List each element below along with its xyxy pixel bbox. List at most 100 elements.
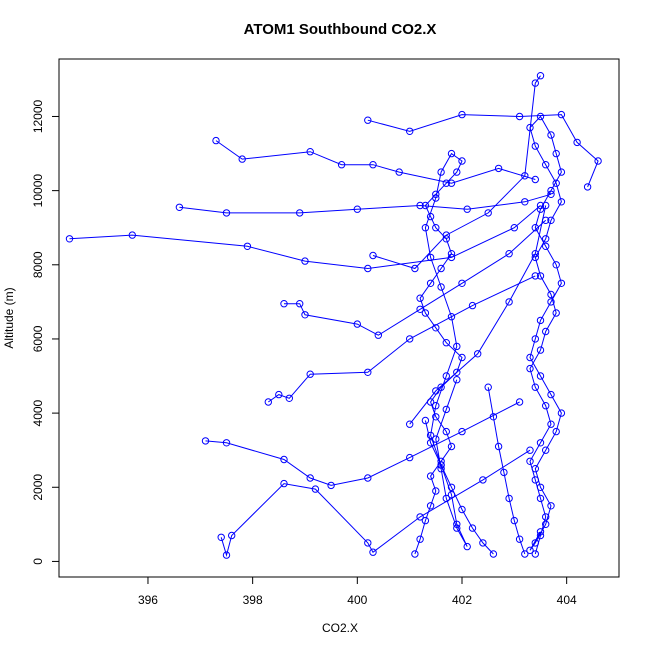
x-axis-label: CO2.X [322, 621, 358, 635]
data-point [547, 216, 555, 225]
data-point [406, 127, 414, 136]
data-point [437, 283, 445, 291]
data-point [484, 209, 492, 217]
data-point [395, 168, 403, 176]
data-point [536, 201, 545, 210]
data-series [65, 201, 545, 273]
data-point [432, 487, 440, 495]
data-point [494, 164, 503, 173]
data-point [442, 339, 450, 347]
data-point [526, 364, 534, 373]
data-point [500, 468, 508, 477]
data-point [416, 535, 424, 543]
x-tick-label: 396 [138, 593, 158, 607]
data-point [426, 472, 435, 480]
data-series [212, 136, 539, 187]
data-point [536, 531, 545, 540]
data-point [531, 335, 539, 343]
data-point [547, 290, 555, 299]
data-point [531, 224, 539, 232]
data-point [432, 402, 440, 410]
data-point [463, 542, 471, 551]
data-point [65, 235, 74, 243]
data-point [552, 179, 560, 187]
data-point [458, 110, 466, 119]
data-point [536, 316, 545, 325]
y-tick-label: 2000 [31, 474, 45, 501]
data-point [228, 531, 236, 540]
data-point [432, 190, 440, 199]
data-point [364, 264, 372, 273]
data-point [447, 253, 456, 262]
data-point [536, 272, 545, 280]
data-point [479, 476, 487, 484]
data-point [416, 513, 424, 521]
data-point [484, 383, 492, 391]
data-point [531, 550, 539, 558]
data-point [458, 505, 466, 514]
data-point [531, 272, 539, 280]
data-point [212, 136, 220, 145]
data-point [557, 110, 566, 119]
series-line [215, 140, 536, 184]
y-tick-label: 6000 [31, 325, 45, 352]
data-point [416, 201, 424, 210]
data-point [217, 533, 225, 541]
data-point [542, 402, 550, 410]
data-point [552, 309, 560, 317]
series-line [205, 401, 520, 486]
y-tick-label: 10000 [31, 174, 45, 208]
data-point [369, 161, 377, 169]
data-point [280, 300, 288, 308]
data-point [406, 453, 414, 462]
y-axis: 0 2000 4000 6000 8000 10000 12000 [31, 99, 60, 565]
data-point [426, 502, 435, 510]
data-point [542, 235, 550, 243]
data-point [463, 205, 471, 213]
data-point [531, 142, 539, 150]
data-point [285, 394, 293, 402]
data-point [364, 474, 372, 482]
data-point [280, 479, 288, 488]
data-point [280, 455, 288, 464]
data-point [474, 350, 482, 358]
data-point [531, 175, 539, 184]
data-point [521, 172, 529, 180]
data-point [583, 183, 592, 191]
data-point [453, 520, 461, 528]
data-point [547, 190, 555, 199]
data-point [442, 405, 450, 414]
data-point [453, 368, 461, 376]
data-point [521, 198, 529, 206]
data-point [557, 279, 566, 287]
data-point [489, 550, 498, 558]
data-point [447, 179, 456, 187]
data-point [547, 502, 555, 510]
y-tick-label: 0 [31, 558, 45, 565]
data-point [327, 481, 335, 490]
data-point [552, 261, 560, 269]
data-point [458, 427, 466, 436]
data-point [526, 546, 534, 554]
data-point [353, 320, 361, 328]
data-point [421, 309, 430, 317]
data-series [369, 72, 545, 273]
data-point [442, 427, 450, 436]
data-point [416, 305, 424, 313]
data-point [432, 194, 440, 202]
data-point [557, 409, 566, 417]
data-point [531, 250, 539, 258]
data-point [453, 168, 461, 176]
data-point [536, 346, 545, 354]
data-point [458, 353, 466, 362]
data-point [432, 224, 440, 232]
data-point [526, 457, 534, 465]
data-series [406, 201, 550, 428]
data-point [521, 550, 529, 558]
data-point [536, 72, 545, 80]
data-point [542, 513, 550, 521]
data-point [505, 298, 513, 306]
data-point [536, 494, 545, 503]
data-point [547, 131, 555, 139]
data-point [432, 387, 440, 395]
